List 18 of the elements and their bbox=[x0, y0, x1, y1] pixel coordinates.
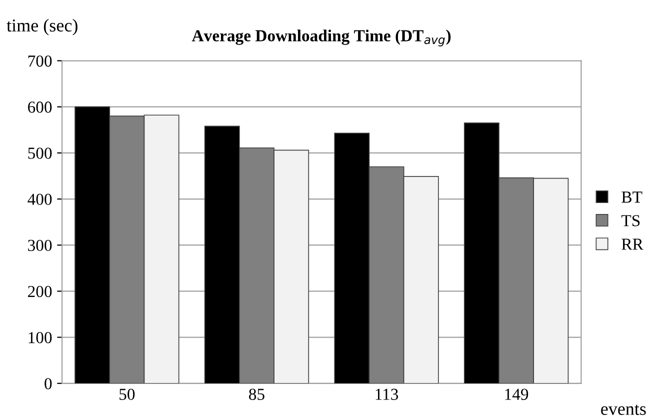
y-tick-label: 700 bbox=[28, 55, 52, 67]
y-tick-label: 400 bbox=[28, 194, 52, 205]
chart-title: Average Downloading Time (DT$_{avg}$) bbox=[192, 30, 451, 46]
x-tick-label: 50 bbox=[120, 388, 135, 400]
y-tick-label: 200 bbox=[28, 286, 52, 298]
y-tick-label: 0 bbox=[44, 378, 52, 390]
y-tick-label: 100 bbox=[28, 332, 52, 344]
legend-label: BT bbox=[622, 192, 642, 203]
y-tick-label: 500 bbox=[28, 148, 52, 159]
y-tick-label: 300 bbox=[28, 240, 52, 252]
y-axis-title: time (sec) bbox=[6, 18, 78, 36]
legend-label: RR bbox=[622, 238, 644, 250]
x-tick-label: 113 bbox=[376, 388, 398, 400]
legend-label: TS bbox=[621, 215, 640, 226]
y-tick-label: 600 bbox=[28, 102, 52, 113]
x-tick-label: 85 bbox=[249, 388, 264, 400]
x-tick-label: 149 bbox=[505, 388, 528, 400]
x-axis-title: events bbox=[601, 404, 646, 415]
